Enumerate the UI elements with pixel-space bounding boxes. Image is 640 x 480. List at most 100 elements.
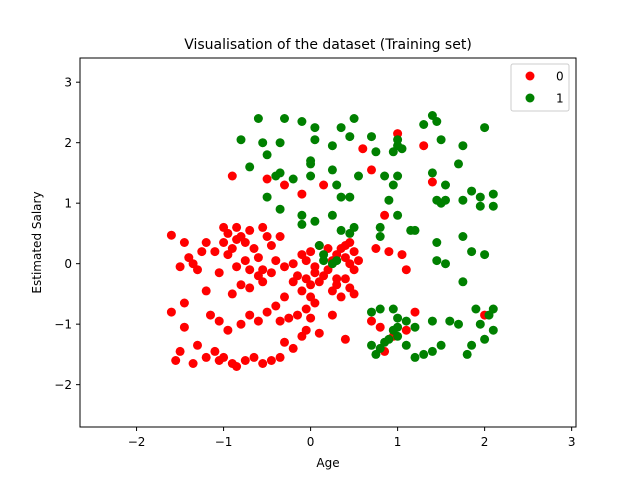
point-class-0 bbox=[240, 356, 250, 365]
point-class-0 bbox=[297, 189, 307, 199]
point-class-0 bbox=[371, 244, 381, 253]
point-class-1 bbox=[345, 132, 355, 142]
point-class-0 bbox=[310, 268, 320, 278]
point-class-1 bbox=[410, 225, 420, 235]
point-class-0 bbox=[293, 310, 302, 320]
point-class-1 bbox=[441, 195, 450, 205]
x-tick-label: −1 bbox=[215, 435, 233, 449]
point-class-0 bbox=[301, 256, 311, 266]
point-class-0 bbox=[210, 346, 220, 356]
point-class-0 bbox=[262, 232, 272, 241]
point-class-1 bbox=[419, 349, 429, 359]
point-class-0 bbox=[349, 265, 359, 275]
point-class-1 bbox=[336, 225, 346, 235]
point-class-0 bbox=[179, 298, 189, 308]
point-class-0 bbox=[232, 262, 242, 272]
point-class-0 bbox=[245, 283, 255, 293]
point-class-0 bbox=[266, 241, 276, 250]
point-class-1 bbox=[310, 216, 320, 226]
point-class-1 bbox=[375, 232, 385, 241]
point-class-0 bbox=[280, 262, 289, 272]
point-class-1 bbox=[458, 232, 468, 241]
point-class-0 bbox=[319, 180, 329, 190]
point-class-0 bbox=[401, 265, 411, 275]
point-class-1 bbox=[297, 117, 307, 126]
point-class-0 bbox=[266, 356, 276, 365]
y-tick-label: 3 bbox=[64, 76, 72, 90]
point-class-1 bbox=[306, 171, 316, 181]
x-tick-label: 0 bbox=[307, 435, 315, 449]
legend-label-1: 1 bbox=[556, 92, 564, 106]
point-class-0 bbox=[201, 286, 211, 296]
point-class-1 bbox=[349, 114, 359, 123]
point-class-0 bbox=[332, 274, 342, 284]
point-class-0 bbox=[245, 310, 255, 320]
point-class-1 bbox=[236, 135, 246, 145]
point-class-0 bbox=[193, 265, 202, 275]
point-class-0 bbox=[245, 265, 255, 275]
point-class-0 bbox=[280, 292, 289, 302]
point-class-1 bbox=[288, 174, 298, 184]
point-class-1 bbox=[327, 165, 337, 175]
point-class-0 bbox=[280, 337, 289, 347]
point-class-0 bbox=[367, 165, 376, 175]
point-class-1 bbox=[427, 346, 437, 356]
point-class-1 bbox=[384, 195, 394, 205]
point-class-1 bbox=[441, 180, 450, 190]
point-class-0 bbox=[197, 247, 207, 257]
point-class-1 bbox=[367, 132, 376, 142]
point-class-0 bbox=[358, 144, 368, 154]
point-class-1 bbox=[388, 304, 398, 314]
point-class-0 bbox=[349, 247, 359, 257]
point-class-0 bbox=[171, 356, 181, 365]
point-class-1 bbox=[297, 210, 307, 220]
point-class-0 bbox=[262, 307, 272, 317]
point-class-0 bbox=[253, 316, 263, 326]
point-class-0 bbox=[301, 325, 311, 335]
point-class-1 bbox=[393, 210, 403, 220]
point-class-0 bbox=[306, 247, 316, 257]
point-class-1 bbox=[310, 123, 320, 133]
plot-frame bbox=[79, 57, 577, 428]
point-class-0 bbox=[306, 280, 316, 290]
point-class-1 bbox=[441, 259, 450, 269]
point-class-1 bbox=[280, 114, 289, 123]
point-class-1 bbox=[458, 141, 468, 151]
point-class-1 bbox=[327, 210, 337, 220]
point-class-1 bbox=[275, 204, 285, 214]
point-class-1 bbox=[471, 304, 481, 314]
point-class-1 bbox=[467, 247, 477, 257]
point-class-0 bbox=[249, 352, 259, 362]
point-class-0 bbox=[336, 292, 346, 302]
point-class-1 bbox=[475, 192, 485, 202]
point-class-0 bbox=[236, 319, 246, 329]
y-tick-label: 0 bbox=[64, 257, 72, 271]
point-class-0 bbox=[166, 230, 176, 240]
point-class-0 bbox=[297, 286, 307, 296]
point-class-0 bbox=[284, 313, 294, 323]
point-class-1 bbox=[480, 123, 490, 133]
point-class-1 bbox=[245, 162, 255, 172]
point-class-1 bbox=[371, 349, 381, 359]
point-class-0 bbox=[232, 235, 242, 244]
point-class-0 bbox=[214, 316, 224, 326]
point-class-1 bbox=[275, 138, 285, 148]
point-class-1 bbox=[332, 180, 342, 190]
point-class-0 bbox=[240, 256, 250, 266]
point-class-0 bbox=[349, 289, 359, 299]
point-class-1 bbox=[314, 241, 324, 250]
point-class-1 bbox=[297, 219, 307, 229]
point-class-0 bbox=[201, 352, 211, 362]
point-class-0 bbox=[201, 238, 211, 247]
point-class-0 bbox=[210, 247, 220, 257]
legend-marker-0 bbox=[525, 71, 535, 81]
point-class-1 bbox=[488, 201, 498, 211]
y-axis-label: Estimated Salary bbox=[30, 191, 44, 293]
point-class-1 bbox=[475, 319, 485, 329]
point-class-1 bbox=[410, 322, 420, 332]
point-class-0 bbox=[288, 259, 298, 269]
point-class-0 bbox=[288, 343, 298, 353]
point-class-1 bbox=[262, 192, 272, 202]
point-class-1 bbox=[354, 171, 363, 181]
